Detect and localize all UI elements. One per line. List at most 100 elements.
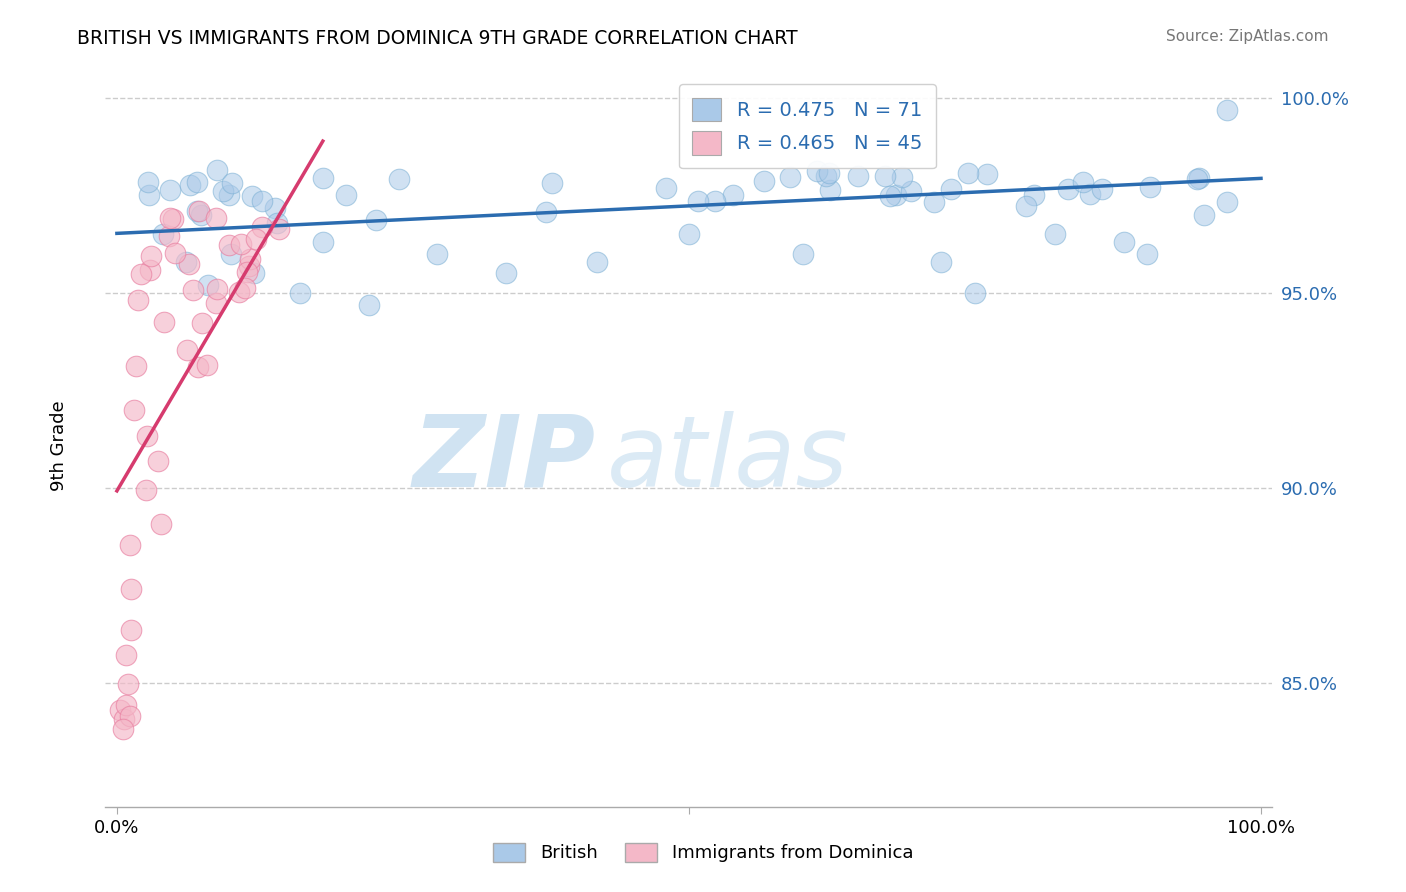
- Point: [186, 176, 208, 190]
- Point: [266, 216, 288, 230]
- Point: [884, 188, 907, 202]
- Point: [152, 227, 174, 242]
- Point: [818, 183, 841, 197]
- Point: [191, 316, 214, 330]
- Point: [311, 170, 333, 185]
- Point: [122, 403, 145, 417]
- Point: [891, 169, 914, 184]
- Text: ZIP: ZIP: [412, 411, 596, 508]
- Point: [221, 247, 243, 261]
- Point: [245, 232, 267, 246]
- Point: [541, 176, 564, 190]
- Point: [976, 168, 998, 182]
- Point: [186, 203, 208, 218]
- Point: [1015, 198, 1038, 212]
- Point: [1139, 179, 1161, 194]
- Point: [218, 188, 240, 202]
- Point: [288, 285, 311, 300]
- Point: [269, 222, 291, 236]
- Point: [250, 220, 273, 235]
- Legend: British, Immigrants from Dominica: British, Immigrants from Dominica: [485, 836, 921, 870]
- Point: [495, 267, 517, 281]
- Point: [1215, 103, 1237, 117]
- Point: [165, 246, 187, 260]
- Point: [195, 359, 218, 373]
- Point: [586, 254, 609, 268]
- Point: [114, 713, 136, 727]
- Point: [357, 297, 380, 311]
- Point: [115, 648, 138, 663]
- Point: [1071, 174, 1094, 188]
- Point: [264, 202, 287, 216]
- Point: [963, 285, 986, 300]
- Point: [162, 211, 184, 226]
- Point: [218, 238, 240, 252]
- Point: [243, 267, 266, 281]
- Point: [956, 166, 979, 180]
- Point: [335, 188, 357, 202]
- Point: [153, 315, 176, 329]
- Point: [108, 703, 131, 717]
- Point: [187, 359, 209, 374]
- Point: [176, 343, 198, 357]
- Point: [1187, 171, 1209, 186]
- Point: [1192, 208, 1215, 222]
- Text: atlas: atlas: [607, 411, 849, 508]
- Point: [190, 208, 212, 222]
- Point: [250, 194, 273, 208]
- Text: Source: ZipAtlas.com: Source: ZipAtlas.com: [1166, 29, 1329, 44]
- Point: [688, 194, 710, 209]
- Point: [135, 483, 157, 497]
- Point: [814, 169, 837, 183]
- Point: [221, 176, 243, 190]
- Point: [1078, 186, 1101, 201]
- Point: [120, 623, 142, 637]
- Point: [174, 254, 197, 268]
- Point: [136, 429, 159, 443]
- Point: [117, 676, 139, 690]
- Point: [388, 171, 411, 186]
- Point: [846, 169, 869, 183]
- Point: [159, 211, 181, 225]
- Point: [678, 227, 700, 242]
- Point: [177, 257, 200, 271]
- Point: [1112, 235, 1135, 250]
- Point: [922, 194, 945, 209]
- Point: [1057, 181, 1080, 195]
- Point: [235, 280, 257, 294]
- Point: [655, 181, 678, 195]
- Point: [205, 211, 228, 225]
- Point: [238, 259, 260, 273]
- Point: [817, 166, 839, 180]
- Point: [879, 189, 901, 203]
- Point: [1022, 187, 1045, 202]
- Point: [929, 254, 952, 268]
- Point: [228, 285, 250, 299]
- Point: [426, 247, 449, 261]
- Point: [211, 184, 233, 198]
- Point: [207, 163, 229, 178]
- Legend: R = 0.475   N = 71, R = 0.465   N = 45: R = 0.475 N = 71, R = 0.465 N = 45: [679, 84, 936, 169]
- Point: [159, 184, 181, 198]
- Point: [312, 235, 335, 250]
- Point: [207, 282, 229, 296]
- Point: [721, 188, 744, 202]
- Point: [236, 265, 259, 279]
- Point: [141, 249, 163, 263]
- Point: [138, 188, 160, 202]
- Point: [124, 359, 146, 373]
- Text: BRITISH VS IMMIGRANTS FROM DOMINICA 9TH GRADE CORRELATION CHART: BRITISH VS IMMIGRANTS FROM DOMINICA 9TH …: [77, 29, 799, 47]
- Point: [900, 184, 922, 198]
- Point: [179, 178, 201, 193]
- Point: [114, 698, 136, 713]
- Point: [1216, 195, 1239, 210]
- Point: [205, 296, 228, 310]
- Point: [792, 247, 814, 261]
- Point: [188, 204, 211, 219]
- Point: [150, 516, 173, 531]
- Text: 9th Grade: 9th Grade: [51, 401, 67, 491]
- Point: [118, 708, 141, 723]
- Point: [1091, 182, 1114, 196]
- Point: [231, 236, 253, 251]
- Point: [120, 582, 142, 596]
